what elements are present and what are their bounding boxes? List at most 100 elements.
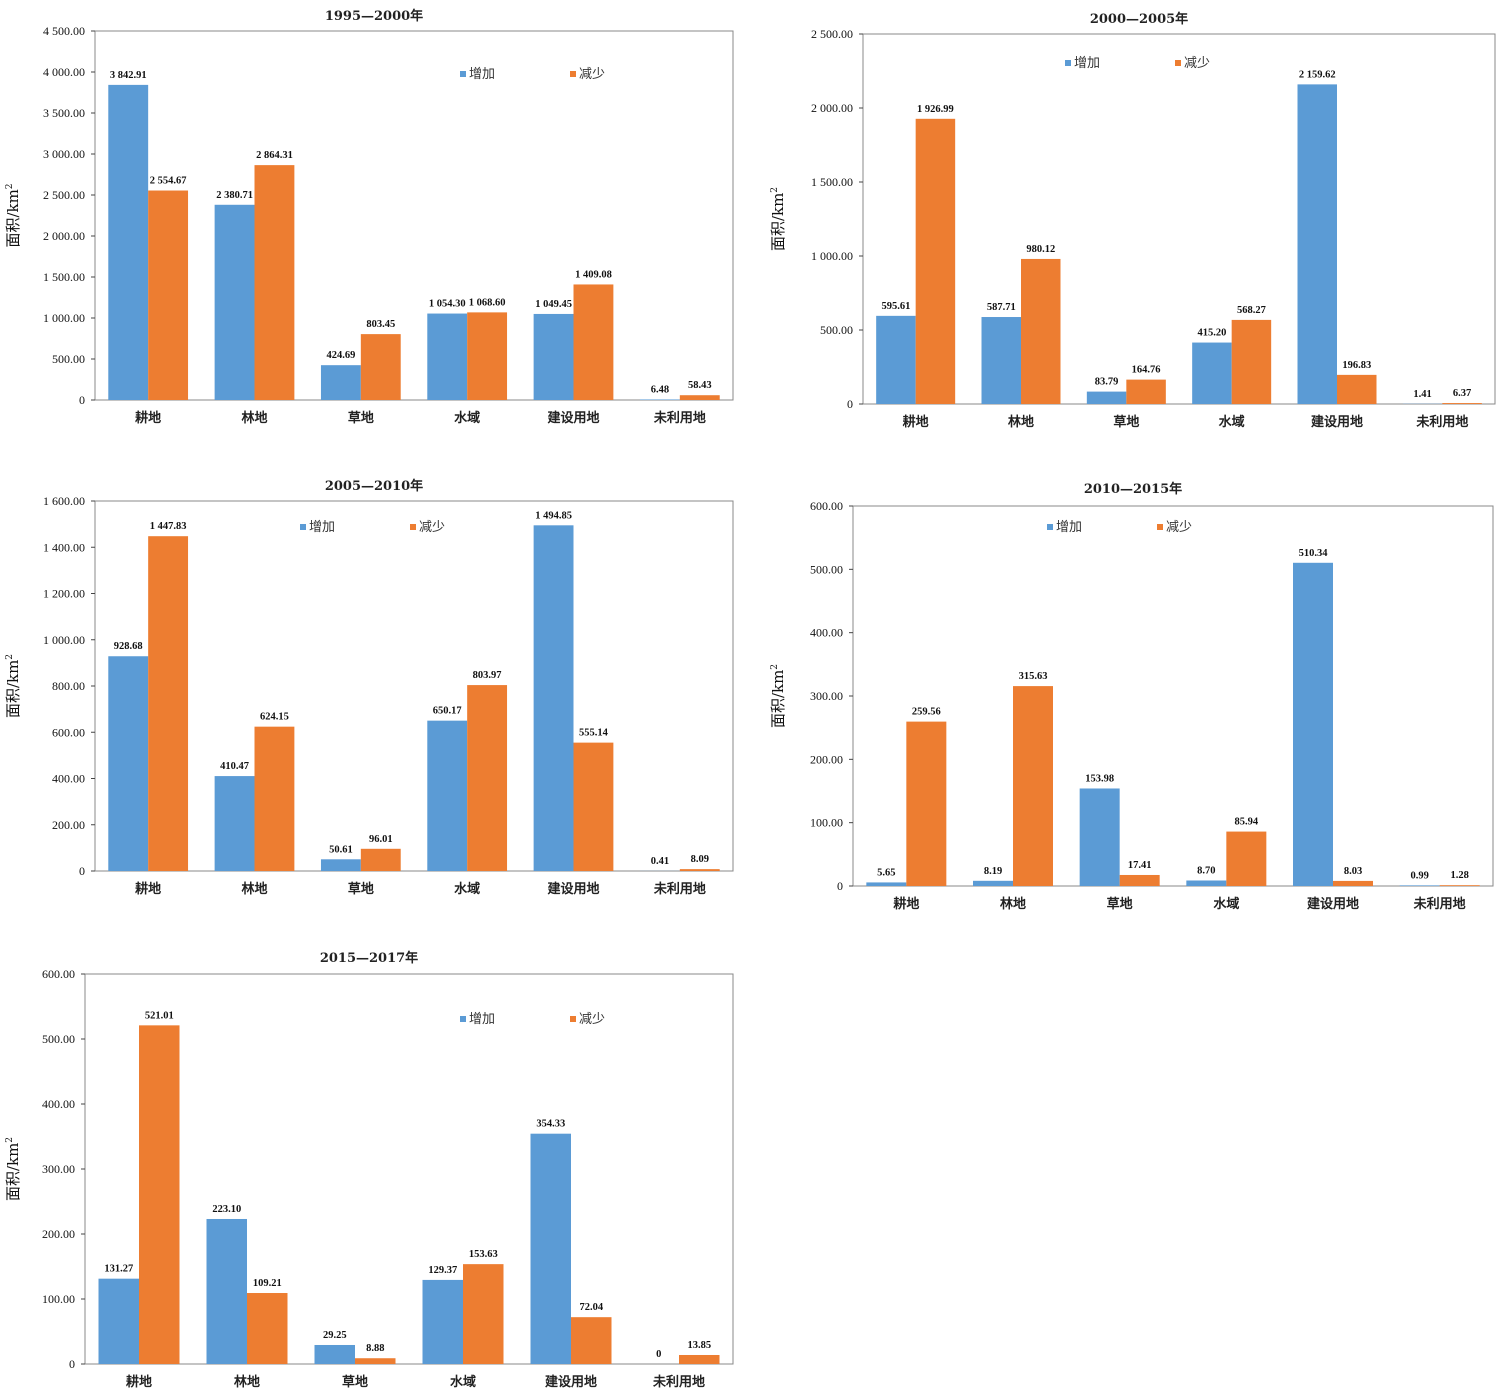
y-tick-label: 200.00 <box>810 752 843 766</box>
x-tick-label: 水域 <box>454 410 480 426</box>
data-label: 13.85 <box>687 1340 711 1351</box>
y-tick-label: 400.00 <box>42 1097 75 1111</box>
y-tick-label: 500.00 <box>810 562 843 576</box>
legend-swatch <box>1047 524 1053 530</box>
data-label: 83.79 <box>1095 377 1119 388</box>
chart-panel-1995-2000: 1995—2000年 0 500.00 1 000.00 1 500.00 2 000.0… <box>0 0 750 440</box>
y-tick-label: 500.00 <box>820 323 853 337</box>
x-tick-label: 林地 <box>1000 896 1026 912</box>
bar-decrease <box>355 1358 396 1364</box>
data-label: 568.27 <box>1237 305 1266 316</box>
legend-swatch <box>1175 60 1181 66</box>
bar-increase <box>427 720 468 871</box>
data-label: 8.03 <box>1344 866 1362 877</box>
bar-increase <box>427 313 468 400</box>
y-tick-label: 2 000.00 <box>43 229 85 243</box>
bar-decrease <box>247 1293 288 1364</box>
data-label: 2 380.71 <box>216 190 253 201</box>
plot-frame <box>84 973 734 1365</box>
plot-frame <box>94 30 734 401</box>
x-tick-label: 林地 <box>1008 414 1034 430</box>
chart-svg: 1995—2000年 0 500.00 1 000.00 1 500.00 2 000.0… <box>4 8 734 426</box>
legend-label: 减少 <box>579 67 605 82</box>
data-label: 8.09 <box>691 854 709 865</box>
data-label: 8.19 <box>984 866 1002 877</box>
data-label: 8.70 <box>1197 865 1215 876</box>
y-tick-label: 600.00 <box>52 725 85 739</box>
legend-label: 增加 <box>469 67 495 82</box>
data-label: 1.28 <box>1450 870 1468 881</box>
chart-title: 2015—2017年 <box>320 950 418 966</box>
data-label: 803.97 <box>473 670 502 681</box>
bar-increase <box>214 776 255 871</box>
y-axis-label-sup: 2 <box>5 1137 15 1143</box>
data-label: 595.61 <box>881 301 910 312</box>
legend-label: 增加 <box>309 520 335 535</box>
y-tick-label: 4 500.00 <box>43 24 85 38</box>
x-tick-label: 草地 <box>1107 896 1133 912</box>
bar-decrease <box>679 395 720 400</box>
y-tick-label: 0 <box>79 864 85 878</box>
data-label: 131.27 <box>104 1264 133 1275</box>
x-tick-label: 林地 <box>241 410 267 426</box>
data-label: 1 409.08 <box>575 269 612 280</box>
bar-increase <box>1186 880 1227 886</box>
y-axis-label-sup: 2 <box>770 664 780 670</box>
bar-decrease <box>1439 885 1480 886</box>
legend-label: 增加 <box>1074 56 1100 71</box>
bar-decrease <box>1126 379 1166 404</box>
bar-increase <box>973 880 1013 886</box>
x-tick-label: 未利用地 <box>652 1374 705 1390</box>
x-tick-label: 草地 <box>1113 414 1139 430</box>
y-axis-label-sup: 2 <box>5 654 15 660</box>
y-tick-label: 0 <box>837 879 843 893</box>
y-tick-label: 0 <box>79 393 85 407</box>
bar-decrease <box>467 312 508 400</box>
y-tick-label: 300.00 <box>42 1162 75 1176</box>
bar-increase <box>422 1279 463 1364</box>
data-label: 72.04 <box>579 1302 603 1313</box>
x-tick-label: 水域 <box>1219 414 1245 430</box>
data-label: 415.20 <box>1197 328 1226 339</box>
data-label: 555.14 <box>579 728 609 739</box>
x-tick-label: 草地 <box>348 881 374 897</box>
data-label: 521.01 <box>145 1010 174 1021</box>
y-axis-label-sup: 2 <box>5 183 15 189</box>
data-label: 223.10 <box>212 1204 241 1215</box>
data-label: 624.15 <box>260 712 289 723</box>
data-label: 354.33 <box>536 1119 565 1130</box>
bar-increase <box>214 204 255 400</box>
x-tick-label: 耕地 <box>135 881 161 897</box>
bar-increase <box>639 399 680 400</box>
bar-decrease <box>1226 831 1267 886</box>
data-label: 803.45 <box>366 319 395 330</box>
y-tick-label: 600.00 <box>810 499 843 513</box>
x-tick-label: 耕地 <box>126 1374 152 1390</box>
plot-frame <box>852 505 1494 887</box>
data-label: 85.94 <box>1235 817 1259 828</box>
x-tick-label: 水域 <box>450 1374 476 1390</box>
data-label: 129.37 <box>428 1265 457 1276</box>
y-tick-label: 400.00 <box>52 772 85 786</box>
y-tick-label: 2 500.00 <box>43 188 85 202</box>
chart-title: 2005—2010年 <box>325 478 423 494</box>
plot-frame <box>94 500 734 872</box>
x-tick-label: 建设用地 <box>545 1374 597 1390</box>
bar-increase <box>206 1218 247 1364</box>
x-tick-label: 建设用地 <box>1311 414 1363 430</box>
data-label: 1 926.99 <box>917 104 954 115</box>
bar-decrease <box>571 1317 612 1364</box>
chart-svg: 2015—2017年 0 100.00 200.00 300.00 400.00 500.0… <box>4 950 734 1390</box>
legend-swatch <box>460 71 466 77</box>
y-tick-label: 2 000.00 <box>811 101 853 115</box>
y-axis-label: 面积/km2 <box>4 1137 22 1201</box>
data-label: 0.99 <box>1410 870 1428 881</box>
data-label: 153.63 <box>469 1249 498 1260</box>
bar-decrease <box>139 1025 180 1364</box>
data-label: 424.69 <box>326 350 355 361</box>
x-tick-label: 草地 <box>342 1374 368 1390</box>
y-tick-label: 200.00 <box>52 818 85 832</box>
bar-decrease <box>573 742 614 871</box>
bar-decrease <box>148 536 189 871</box>
data-label: 1 068.60 <box>469 297 506 308</box>
